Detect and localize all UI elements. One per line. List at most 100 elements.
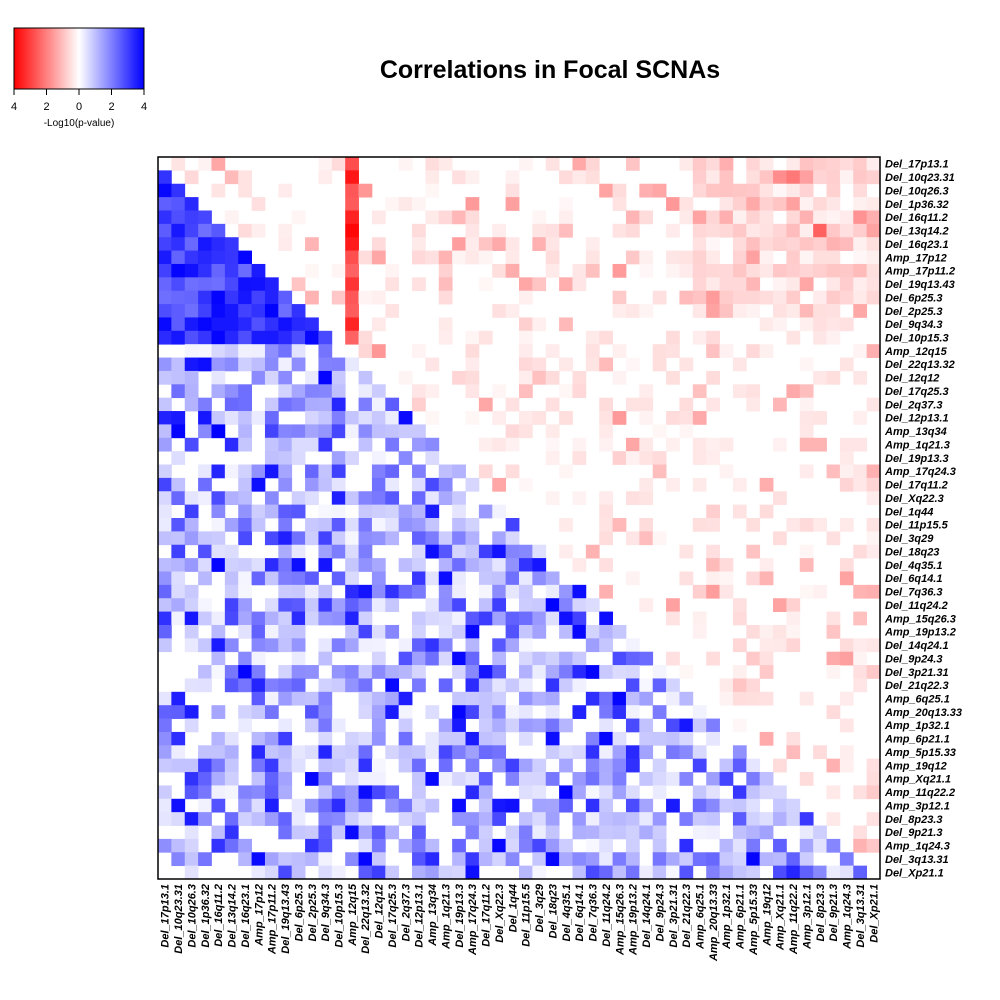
heatmap-cell <box>866 223 881 238</box>
heatmap-cell <box>732 183 747 198</box>
heatmap-cell <box>692 304 707 318</box>
heatmap-cell <box>799 357 814 372</box>
heatmap-cell <box>251 277 266 292</box>
heatmap-cell <box>264 731 279 746</box>
heatmap-cell <box>786 798 801 813</box>
heatmap-cell <box>639 865 654 880</box>
heatmap-cell <box>866 237 881 251</box>
heatmap-cell <box>599 772 613 786</box>
row-label: Del_13q14.2 <box>885 226 949 238</box>
heatmap-cell <box>438 624 453 639</box>
heatmap-cell <box>412 785 426 800</box>
heatmap-cell <box>211 518 226 532</box>
heatmap-cell <box>786 638 801 653</box>
heatmap-cell <box>305 691 319 706</box>
heatmap-cell <box>238 397 252 412</box>
row-label: Del_17q11.2 <box>885 480 948 492</box>
heatmap-cell <box>318 865 333 880</box>
heatmap-cell <box>799 304 814 318</box>
heatmap-cell <box>345 745 359 760</box>
heatmap-cell <box>425 798 440 813</box>
heatmap-cell <box>171 812 186 826</box>
heatmap-cell <box>264 745 279 760</box>
heatmap-cell <box>158 785 172 800</box>
heatmap-cell <box>599 731 613 746</box>
heatmap-cell <box>732 758 747 773</box>
heatmap-cell <box>866 197 881 211</box>
row-label: Del_1p36.32 <box>885 199 949 211</box>
heatmap-cell <box>331 357 346 372</box>
column-label: Del_3q13.31 <box>855 884 867 948</box>
heatmap-cell <box>746 210 761 225</box>
heatmap-cell <box>331 451 346 465</box>
heatmap-cell <box>452 798 466 813</box>
heatmap-cell <box>478 772 493 786</box>
heatmap-cell <box>572 665 587 679</box>
heatmap-cell <box>572 825 587 840</box>
heatmap-cell <box>599 518 613 532</box>
heatmap-cell <box>799 464 814 479</box>
heatmap-cell <box>171 250 186 265</box>
heatmap-cell <box>264 678 279 693</box>
heatmap-cell <box>519 665 533 679</box>
heatmap-cell <box>198 491 212 506</box>
heatmap-cell <box>238 571 252 586</box>
heatmap-cell <box>398 584 413 599</box>
heatmap-cell <box>853 183 868 198</box>
heatmap-cell <box>799 852 814 867</box>
heatmap-cell <box>238 477 252 492</box>
heatmap-cell <box>639 772 654 786</box>
heatmap-cell <box>719 558 734 572</box>
heatmap-cell <box>679 731 694 746</box>
heatmap-cell <box>639 745 654 760</box>
heatmap-cell <box>732 223 747 238</box>
heatmap-cell <box>345 424 359 439</box>
heatmap-cell <box>412 397 426 412</box>
heatmap-cell <box>371 865 386 880</box>
heatmap-cell <box>425 210 440 225</box>
heatmap-cell <box>158 812 172 826</box>
heatmap-cell <box>478 785 493 800</box>
heatmap-cell <box>371 651 386 666</box>
row-label: Amp_Xq21.1 <box>884 774 951 786</box>
heatmap-cell <box>545 651 560 666</box>
heatmap-cell <box>625 665 640 679</box>
heatmap-cell <box>585 825 600 840</box>
heatmap-cell <box>839 210 854 225</box>
heatmap-cell <box>559 611 573 626</box>
heatmap-cell <box>599 437 613 452</box>
heatmap-cell <box>759 504 774 519</box>
heatmap-cell <box>465 558 480 572</box>
heatmap-cell <box>224 317 239 332</box>
heatmap-cell <box>238 357 252 372</box>
heatmap-cell <box>853 865 868 880</box>
heatmap-cell <box>826 290 841 305</box>
heatmap-cell <box>305 424 319 439</box>
heatmap-cell <box>545 705 560 719</box>
heatmap-cell <box>666 798 680 813</box>
heatmap-cell <box>799 263 814 278</box>
heatmap-cell <box>559 384 573 399</box>
heatmap-cell <box>465 197 480 211</box>
heatmap-cell <box>305 464 319 479</box>
heatmap-cell <box>773 798 787 813</box>
heatmap-cell <box>813 157 827 171</box>
heatmap-cell <box>331 611 346 626</box>
heatmap-cell <box>746 157 761 171</box>
heatmap-cell <box>759 624 774 639</box>
heatmap-cell <box>545 852 560 867</box>
heatmap-cell <box>305 437 319 452</box>
heatmap-cell <box>826 197 841 211</box>
heatmap-cell <box>264 852 279 867</box>
heatmap-cell <box>559 785 573 800</box>
heatmap-cell <box>345 250 359 265</box>
heatmap-cell <box>158 370 172 385</box>
heatmap-cell <box>599 624 613 639</box>
heatmap-cell <box>585 344 600 358</box>
heatmap-cell <box>545 825 560 840</box>
heatmap-cell <box>746 865 761 880</box>
heatmap-cell <box>559 598 573 612</box>
column-label: Del_19q13.43 <box>280 884 292 954</box>
heatmap-cell <box>211 624 226 639</box>
heatmap-cell <box>519 330 533 345</box>
